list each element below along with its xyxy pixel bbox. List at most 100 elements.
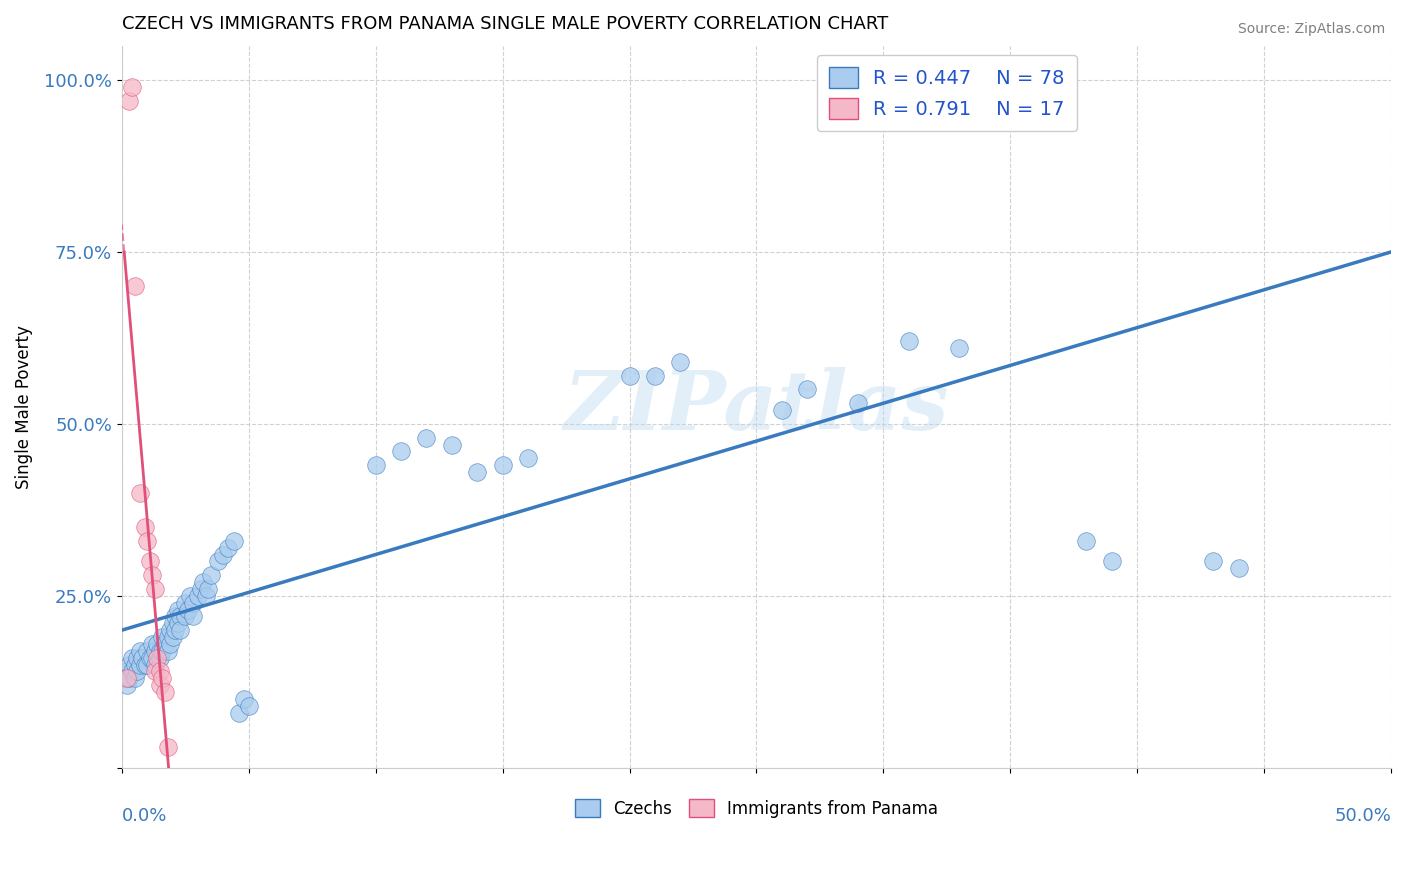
Point <box>136 533 159 548</box>
Point <box>125 665 148 679</box>
Point <box>121 650 143 665</box>
Point <box>146 637 169 651</box>
Point <box>125 650 148 665</box>
Point <box>124 657 146 672</box>
Point <box>156 740 179 755</box>
Legend: Czechs, Immigrants from Panama: Czechs, Immigrants from Panama <box>568 792 945 824</box>
Point <box>136 657 159 672</box>
Point <box>146 650 169 665</box>
Point <box>897 334 920 349</box>
Point <box>232 692 254 706</box>
Point <box>228 706 250 720</box>
Point <box>169 609 191 624</box>
Point <box>149 650 172 665</box>
Point <box>115 665 138 679</box>
Text: ZIPatlas: ZIPatlas <box>564 367 949 447</box>
Point <box>165 623 187 637</box>
Point <box>131 650 153 665</box>
Point <box>179 589 201 603</box>
Point <box>153 637 176 651</box>
Point <box>159 623 181 637</box>
Point <box>948 341 970 355</box>
Point <box>128 485 150 500</box>
Point <box>156 644 179 658</box>
Point <box>121 79 143 94</box>
Point <box>190 582 212 596</box>
Point <box>1076 533 1098 548</box>
Point <box>118 657 141 672</box>
Point <box>174 596 197 610</box>
Point <box>796 383 818 397</box>
Point <box>139 650 162 665</box>
Point <box>115 678 138 692</box>
Point <box>770 403 793 417</box>
Point <box>118 94 141 108</box>
Text: 50.0%: 50.0% <box>1334 807 1391 825</box>
Point <box>149 644 172 658</box>
Point <box>141 637 163 651</box>
Point <box>128 644 150 658</box>
Point <box>181 596 204 610</box>
Y-axis label: Single Male Poverty: Single Male Poverty <box>15 325 32 489</box>
Point <box>134 657 156 672</box>
Point <box>128 657 150 672</box>
Point <box>644 368 666 383</box>
Point <box>389 444 412 458</box>
Point <box>118 671 141 685</box>
Point <box>159 637 181 651</box>
Point <box>1101 554 1123 568</box>
Point <box>177 602 200 616</box>
Point <box>115 671 138 685</box>
Point <box>1227 561 1250 575</box>
Point <box>166 602 188 616</box>
Point <box>152 671 174 685</box>
Point <box>162 630 184 644</box>
Point <box>156 630 179 644</box>
Point <box>440 437 463 451</box>
Point <box>187 589 209 603</box>
Point <box>152 630 174 644</box>
Point <box>162 616 184 631</box>
Point <box>149 678 172 692</box>
Point <box>200 568 222 582</box>
Text: 0.0%: 0.0% <box>122 807 167 825</box>
Point <box>136 644 159 658</box>
Point <box>415 431 437 445</box>
Point <box>619 368 641 383</box>
Text: Source: ZipAtlas.com: Source: ZipAtlas.com <box>1237 22 1385 37</box>
Point <box>181 609 204 624</box>
Point <box>238 698 260 713</box>
Point <box>165 609 187 624</box>
Point <box>491 458 513 472</box>
Point <box>212 548 235 562</box>
Point <box>124 279 146 293</box>
Point <box>152 644 174 658</box>
Point <box>153 685 176 699</box>
Point <box>1202 554 1225 568</box>
Point <box>143 582 166 596</box>
Point <box>141 650 163 665</box>
Point <box>134 520 156 534</box>
Point <box>222 533 245 548</box>
Point <box>141 568 163 582</box>
Point <box>143 644 166 658</box>
Point <box>217 541 239 555</box>
Point <box>166 616 188 631</box>
Point <box>846 396 869 410</box>
Point <box>197 582 219 596</box>
Point <box>517 451 540 466</box>
Point <box>364 458 387 472</box>
Point <box>465 465 488 479</box>
Point <box>124 671 146 685</box>
Point <box>669 355 692 369</box>
Point <box>143 665 166 679</box>
Point <box>169 623 191 637</box>
Point <box>143 657 166 672</box>
Point <box>121 665 143 679</box>
Text: CZECH VS IMMIGRANTS FROM PANAMA SINGLE MALE POVERTY CORRELATION CHART: CZECH VS IMMIGRANTS FROM PANAMA SINGLE M… <box>122 15 889 33</box>
Point <box>149 665 172 679</box>
Point <box>191 575 214 590</box>
Point <box>139 554 162 568</box>
Point <box>194 589 217 603</box>
Point <box>207 554 229 568</box>
